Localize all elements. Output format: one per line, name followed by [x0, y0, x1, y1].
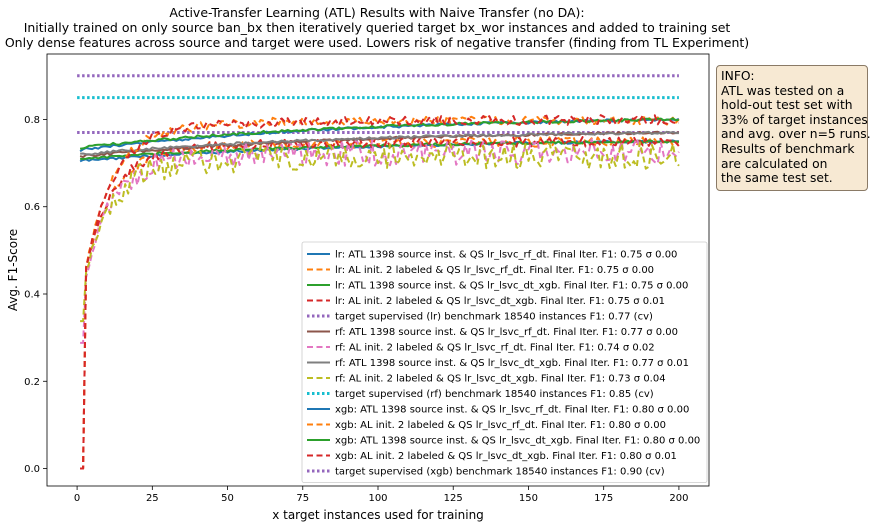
chart-title: Active-Transfer Learning (ATL) Results w… [5, 5, 749, 50]
info-line: Results of benchmark [721, 141, 855, 156]
info-line: INFO: [721, 69, 755, 83]
x-tick-label: 125 [444, 493, 463, 504]
title-line-2: Initially trained on only source ban_bx … [24, 20, 731, 35]
legend: lr: ATL 1398 source inst. & QS lr_lsvc_r… [301, 241, 708, 483]
legend-entry-15: target supervised (xgb) benchmark 18540 … [335, 467, 665, 478]
legend-entry-10: target supervised (rf) benchmark 18540 i… [335, 389, 654, 400]
y-tick-label: 0.6 [24, 202, 40, 213]
x-tick-label: 0 [74, 493, 80, 504]
x-tick-label: 50 [221, 493, 234, 504]
info-line: the same test set. [721, 171, 833, 186]
series-line-8 [80, 130, 679, 156]
x-tick-label: 100 [368, 493, 387, 504]
y-tick-label: 0.8 [24, 115, 40, 126]
legend-entry-7: rf: AL init. 2 labeled & QS lr_lsvc_rf_d… [335, 343, 655, 354]
legend-entry-14: xgb: AL init. 2 labeled & QS lr_lsvc_dt_… [335, 451, 677, 462]
legend-entry-2: lr: AL init. 2 labeled & QS lr_lsvc_rf_d… [335, 265, 654, 276]
legend-entry-8: rf: ATL 1398 source inst. & QS lr_lsvc_d… [335, 358, 689, 369]
plot-series [77, 74, 680, 470]
x-tick-label: 200 [669, 493, 688, 504]
series-line-14 [80, 114, 679, 470]
y-axis-label: Avg. F1-Score [6, 229, 20, 311]
legend-entry-13: xgb: ATL 1398 source inst. & QS lr_lsvc_… [335, 436, 700, 447]
legend-entry-12: xgb: AL init. 2 labeled & QS lr_lsvc_rf_… [335, 420, 666, 431]
legend-entry-4: lr: AL init. 2 labeled & QS lr_lsvc_dt_x… [335, 296, 665, 307]
x-tick-label: 25 [146, 493, 159, 504]
title-line-3: Only dense features across source and ta… [5, 35, 749, 50]
x-tick-label: 175 [594, 493, 613, 504]
legend-entry-6: rf: ATL 1398 source inst. & QS lr_lsvc_r… [335, 327, 678, 338]
series-line-4 [80, 136, 680, 470]
info-box: INFO: ATL was tested on a hold-out test … [716, 65, 871, 191]
legend-entry-5: target supervised (lr) benchmark 18540 i… [335, 312, 653, 323]
x-axis-label: x target instances used for training [272, 508, 484, 522]
legend-entry-11: xgb: ATL 1398 source inst. & QS lr_lsvc_… [335, 405, 689, 416]
legend-entry-1: lr: ATL 1398 source inst. & QS lr_lsvc_r… [335, 250, 677, 261]
x-tick-label: 150 [519, 493, 538, 504]
series-line-9 [80, 141, 680, 323]
legend-entry-9: rf: AL init. 2 labeled & QS lr_lsvc_dt_x… [335, 374, 666, 385]
legend-frame [301, 241, 708, 483]
info-line: are calculated on [721, 156, 828, 171]
info-line: ATL was tested on a [721, 83, 845, 98]
x-tick-label: 75 [296, 493, 309, 504]
y-tick-label: 0.2 [24, 377, 40, 388]
title-line-1: Active-Transfer Learning (ATL) Results w… [169, 5, 584, 20]
info-line: and avg. over n=5 runs. [721, 127, 871, 142]
axes: 0 25 50 75 100 125 150 175 200 0.0 0.2 0.4 0.6 0.8 [24, 115, 688, 504]
y-tick-label: 0.0 [24, 464, 40, 475]
info-line: hold-out test set with [721, 98, 853, 113]
y-tick-label: 0.4 [24, 290, 40, 301]
legend-entry-3: lr: ATL 1398 source inst. & QS lr_lsvc_d… [335, 281, 688, 292]
info-line: 33% of target instances [721, 112, 868, 127]
